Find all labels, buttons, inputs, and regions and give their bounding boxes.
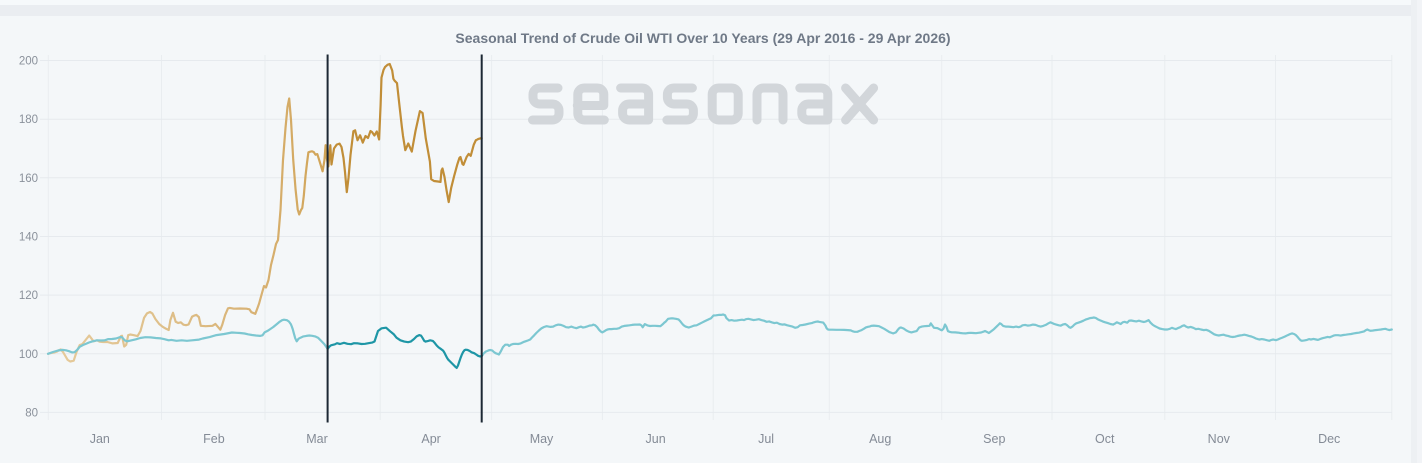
svg-text:140: 140 — [19, 232, 38, 244]
svg-text:Nov: Nov — [1208, 432, 1231, 446]
svg-text:May: May — [530, 432, 554, 446]
svg-text:Aug: Aug — [869, 432, 891, 446]
svg-text:Seasonal Trend of Crude Oil WT: Seasonal Trend of Crude Oil WTI Over 10 … — [455, 30, 950, 46]
svg-text:Oct: Oct — [1095, 432, 1115, 446]
svg-text:180: 180 — [19, 114, 38, 126]
svg-text:Sep: Sep — [983, 432, 1005, 446]
svg-text:Apr: Apr — [421, 432, 440, 446]
svg-text:Jan: Jan — [90, 432, 110, 446]
svg-text:Dec: Dec — [1318, 432, 1340, 446]
svg-text:Feb: Feb — [203, 432, 225, 446]
svg-text:100: 100 — [19, 349, 38, 361]
svg-text:80: 80 — [25, 407, 38, 419]
svg-text:Mar: Mar — [306, 432, 328, 446]
svg-text:Jul: Jul — [758, 432, 774, 446]
svg-text:120: 120 — [19, 290, 38, 302]
svg-text:160: 160 — [19, 173, 38, 185]
svg-text:200: 200 — [19, 56, 38, 68]
svg-text:Jun: Jun — [646, 432, 666, 446]
